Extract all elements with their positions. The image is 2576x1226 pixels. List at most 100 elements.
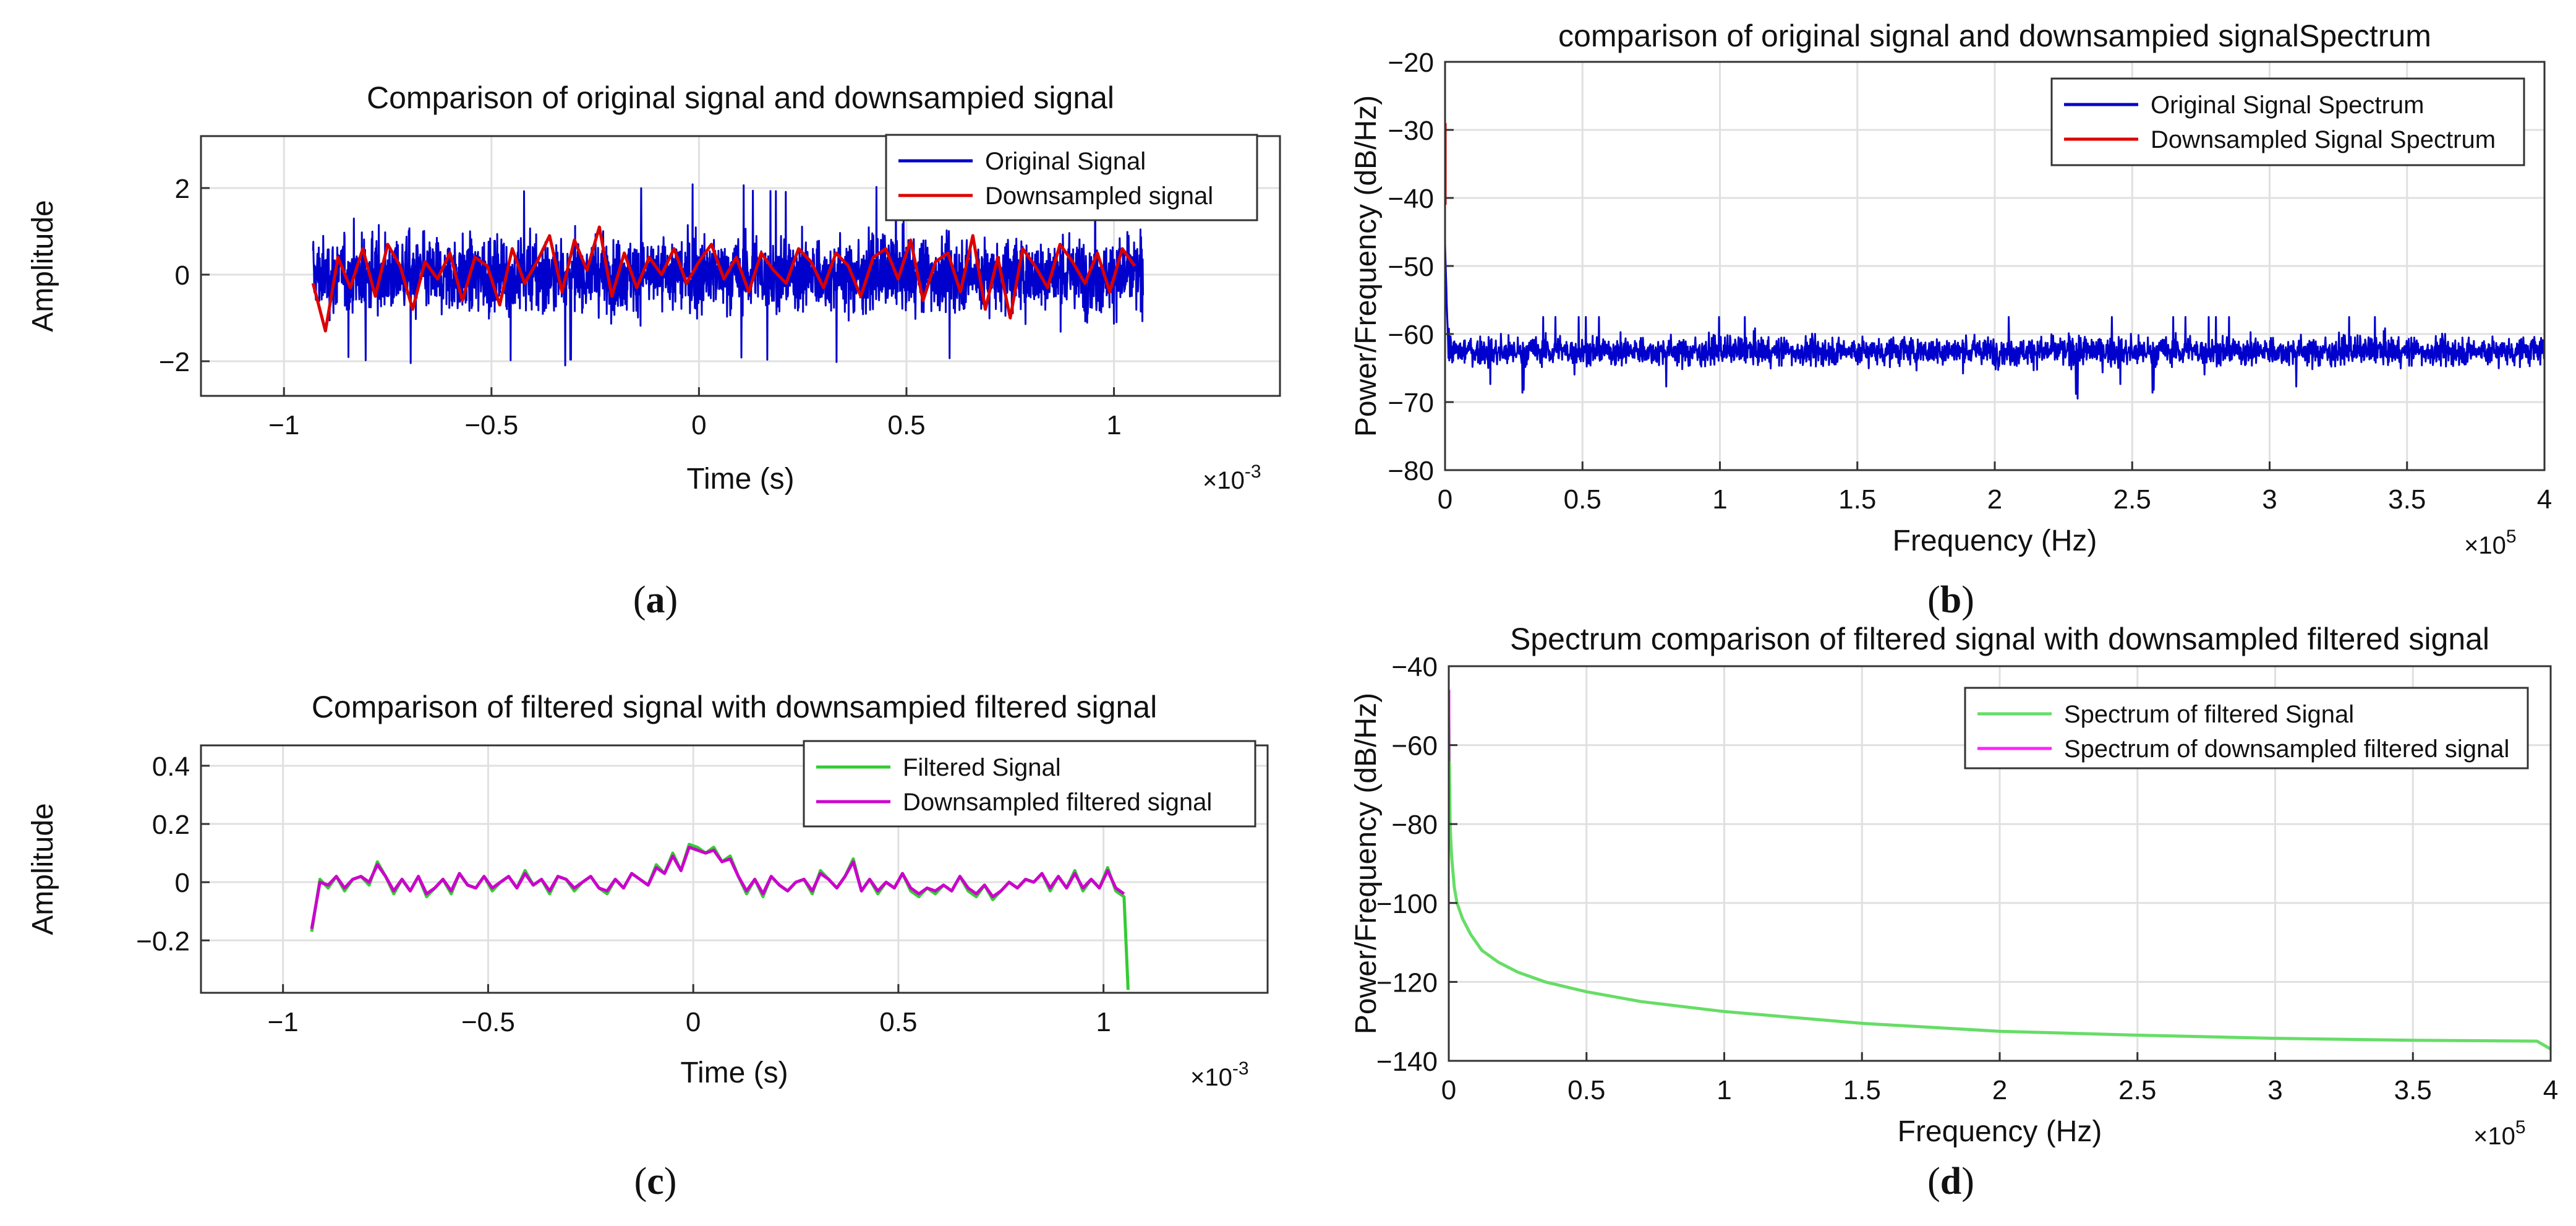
x-tick-label: 4 bbox=[2537, 484, 2552, 515]
y-tick-label: −120 bbox=[1376, 967, 1438, 998]
x-tick-label: 0 bbox=[691, 410, 706, 440]
caption-open: ( bbox=[1927, 579, 1940, 621]
x-tick-label: 0.5 bbox=[879, 1007, 917, 1037]
x-tick-label: 2.5 bbox=[2113, 484, 2151, 515]
chart-panel-a: −1 −0.5 0 0.5 1 −2 0 2 ×10-3 Comparison of origin… bbox=[27, 80, 1281, 621]
axes-box bbox=[200, 744, 1269, 994]
caption-close: ) bbox=[1961, 579, 1974, 621]
x-tick-label: 1.5 bbox=[1843, 1075, 1881, 1105]
y-tick-label: 0 bbox=[175, 868, 190, 898]
legend-box bbox=[1964, 687, 2529, 769]
caption-open: ( bbox=[1927, 1160, 1940, 1202]
chart-panel-b: 0 0.5 1 1.5 2 2.5 3 3.5 4 −80 −70 −60 −50 −40 −30 −20 ×1… bbox=[1350, 19, 2552, 621]
subfigure-caption: (d) bbox=[1927, 1160, 1974, 1202]
x-tick-label: 4 bbox=[2543, 1075, 2558, 1105]
legend-entry-0: Filtered Signal bbox=[903, 754, 1061, 781]
y-tick-label: −20 bbox=[1388, 48, 1434, 78]
y-tick-label: −2 bbox=[159, 347, 190, 377]
x-tick-label: 0 bbox=[1438, 484, 1452, 515]
y-tick-label: −60 bbox=[1388, 320, 1434, 350]
caption-letter: d bbox=[1940, 1160, 1961, 1202]
data-layer bbox=[1445, 123, 2544, 400]
x-exponent-label: ×10-3 bbox=[1190, 1058, 1249, 1091]
legend-entry-0: Spectrum of filtered Signal bbox=[2064, 701, 2354, 728]
x-tick-label: 0 bbox=[686, 1007, 701, 1037]
legend-box bbox=[885, 134, 1258, 221]
x-tick-label: 3.5 bbox=[2394, 1075, 2432, 1105]
y-tick-label: −140 bbox=[1376, 1047, 1438, 1077]
x-tick-label: 1.5 bbox=[1838, 484, 1876, 515]
x-tick-label: 0.5 bbox=[887, 410, 925, 440]
x-exponent-base: ×10 bbox=[1190, 1064, 1232, 1091]
legend: Original Signal Downsampled signal bbox=[885, 134, 1258, 221]
x-tick-label: 3 bbox=[2262, 484, 2277, 515]
x-tick-label: 0.5 bbox=[1564, 484, 1601, 515]
x-exponent-base: ×10 bbox=[2464, 532, 2506, 559]
x-exponent-label: ×10-3 bbox=[1203, 461, 1261, 494]
y-tick-label: −70 bbox=[1388, 388, 1434, 418]
data-layer bbox=[310, 842, 1130, 990]
x-exponent-power: -3 bbox=[1245, 461, 1261, 482]
legend-entry-0: Original Signal bbox=[985, 148, 1146, 175]
caption-open: ( bbox=[633, 579, 646, 621]
chart-title: Spectrum comparison of filtered signal w… bbox=[1510, 622, 2489, 656]
x-tick-label: 2.5 bbox=[2118, 1075, 2156, 1105]
series-line-0 bbox=[1449, 713, 2551, 1051]
y-tick-label: 0.4 bbox=[152, 752, 190, 782]
caption-open: ( bbox=[634, 1160, 647, 1202]
legend: Spectrum of filtered Signal Spectrum of d… bbox=[1964, 687, 2529, 769]
series-line-1 bbox=[310, 846, 1125, 929]
x-tick-label: −0.5 bbox=[461, 1007, 515, 1037]
y-tick-label: −80 bbox=[1388, 456, 1434, 486]
caption-letter: c bbox=[647, 1160, 664, 1202]
y-axis-label: Amplitude bbox=[27, 200, 59, 332]
series-line-0 bbox=[1445, 243, 2544, 400]
legend-entry-1: Spectrum of downsampled filtered signal bbox=[2064, 735, 2509, 763]
x-tick-label: 1 bbox=[1717, 1075, 1731, 1105]
y-tick-label: 0.2 bbox=[152, 810, 190, 840]
y-tick-label: 0 bbox=[175, 260, 190, 291]
x-exponent-label: ×105 bbox=[2473, 1117, 2526, 1150]
axes-box bbox=[200, 135, 1281, 397]
chart-title: Comparison of original signal and downsa… bbox=[367, 80, 1114, 115]
x-axis-label: Time (s) bbox=[686, 463, 794, 495]
x-tick-label: 0 bbox=[1441, 1075, 1456, 1105]
y-tick-label: −50 bbox=[1388, 252, 1434, 282]
x-axis-label: Frequency (Hz) bbox=[1898, 1115, 2102, 1148]
x-tick-label: 1 bbox=[1096, 1007, 1111, 1037]
x-tick-label: 2 bbox=[1992, 1075, 2007, 1105]
chart-title: Comparison of filtered signal with downs… bbox=[312, 690, 1157, 724]
caption-close: ) bbox=[664, 1160, 677, 1202]
x-tick-label: 2 bbox=[1987, 484, 2002, 515]
y-axis-label: Amplitude bbox=[27, 803, 59, 935]
x-tick-label: 1 bbox=[1106, 410, 1121, 440]
caption-letter: b bbox=[1940, 579, 1961, 621]
legend-entry-1: Downsampled Signal Spectrum bbox=[2151, 126, 2496, 153]
x-axis-label: Time (s) bbox=[680, 1057, 788, 1089]
data-layer bbox=[1449, 690, 2551, 1051]
x-tick-label: −1 bbox=[268, 410, 299, 440]
caption-letter: a bbox=[646, 579, 665, 621]
legend-box bbox=[2050, 77, 2525, 166]
y-tick-label: −0.2 bbox=[136, 926, 190, 956]
legend-entry-1: Downsampled filtered signal bbox=[903, 789, 1212, 816]
y-tick-label: −40 bbox=[1391, 652, 1438, 682]
y-tick-label: −40 bbox=[1388, 184, 1434, 214]
legend: Original Signal Spectrum Downsampled Sign… bbox=[2050, 77, 2525, 166]
y-tick-label: 2 bbox=[175, 174, 190, 204]
x-axis-label: Frequency (Hz) bbox=[1893, 525, 2097, 557]
x-exponent-power: -3 bbox=[1232, 1058, 1249, 1079]
x-tick-label: −1 bbox=[268, 1007, 299, 1037]
legend-entry-0: Original Signal Spectrum bbox=[2151, 92, 2424, 119]
subfigure-caption: (a) bbox=[633, 579, 678, 621]
y-tick-label: −100 bbox=[1376, 889, 1438, 919]
x-tick-label: 3 bbox=[2267, 1075, 2282, 1105]
x-tick-label: 1 bbox=[1712, 484, 1727, 515]
subfigure-caption: (c) bbox=[634, 1160, 677, 1202]
data-layer bbox=[311, 183, 1144, 367]
caption-close: ) bbox=[1961, 1160, 1974, 1202]
y-axis-label: Power/Frequency (dB/Hz) bbox=[1350, 95, 1383, 437]
chart-panel-c: −1 −0.5 0 0.5 1 −0.2 0 0.2 0.4 ×10-3 Comparison of… bbox=[27, 690, 1269, 1202]
subfigure-caption: (b) bbox=[1927, 579, 1974, 621]
